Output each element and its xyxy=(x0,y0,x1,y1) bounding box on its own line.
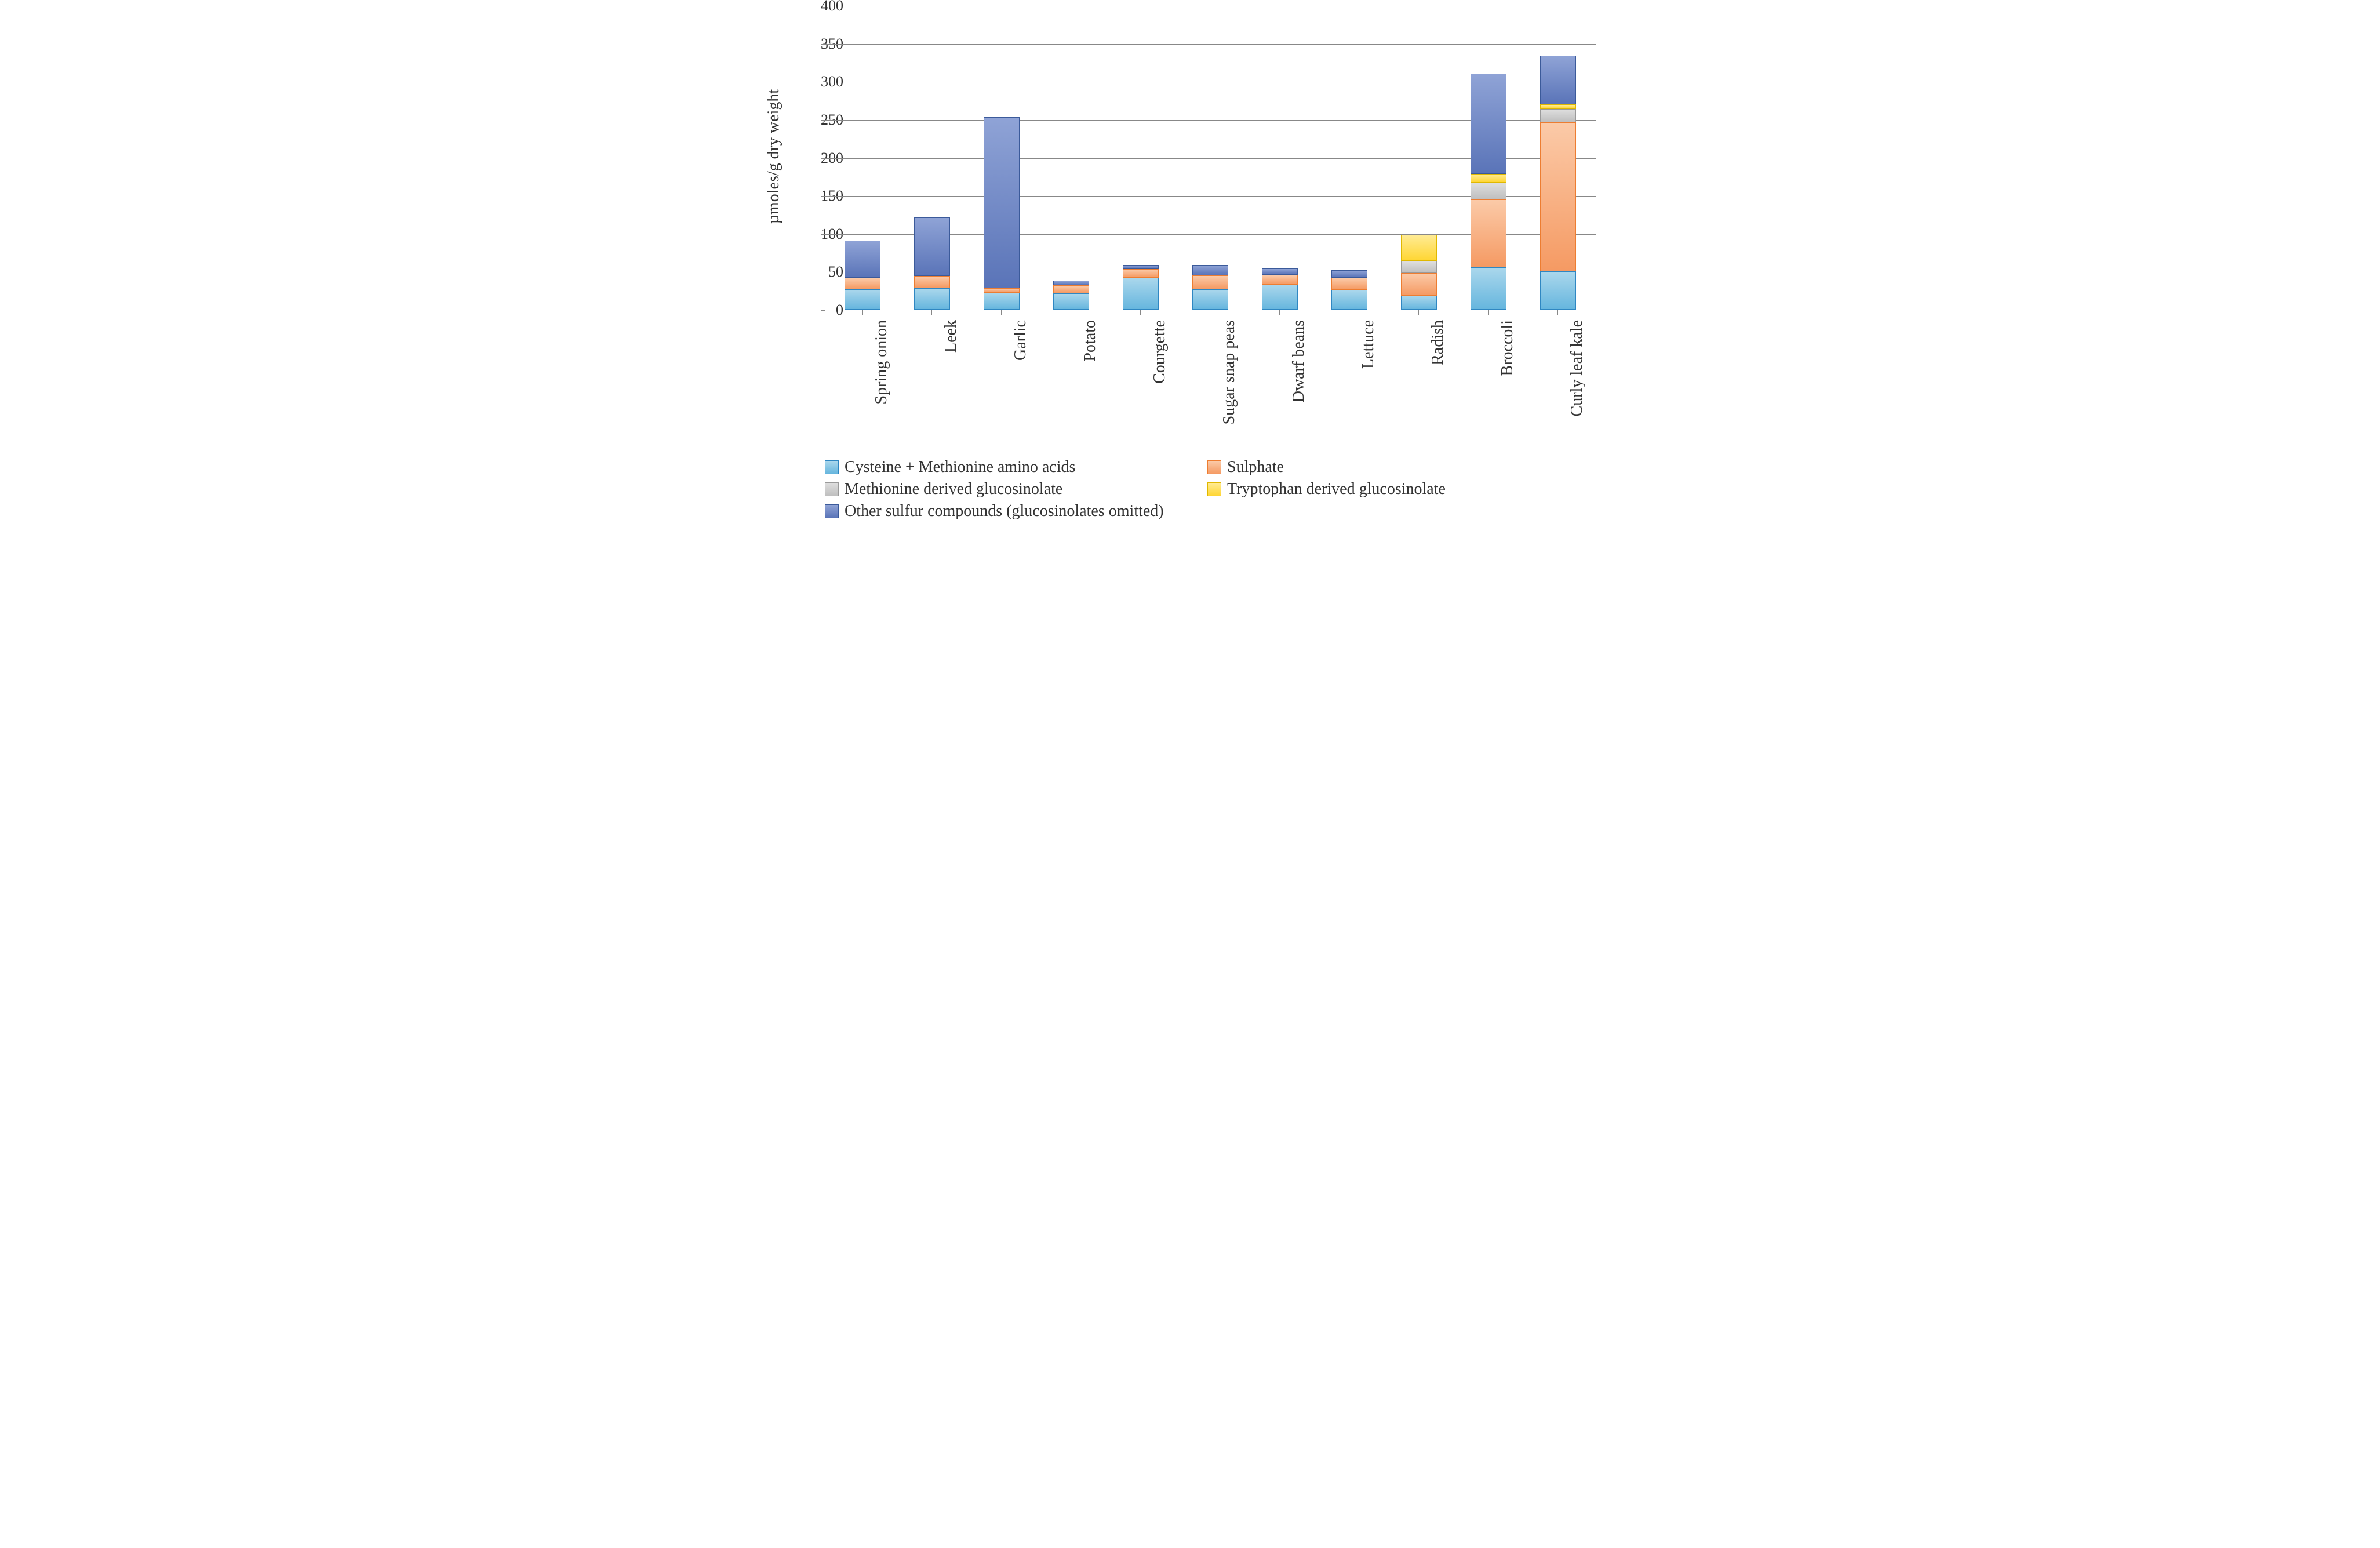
plot-area xyxy=(825,6,1596,310)
bars-container xyxy=(825,6,1596,310)
legend-item: Sulphate xyxy=(1207,458,1590,477)
category-tick xyxy=(1140,310,1141,315)
category-label: Lettuce xyxy=(1359,320,1378,369)
bar-segment-met_glucosinolate xyxy=(1401,261,1437,273)
bar-segment-cys_met_aa xyxy=(1262,285,1298,310)
legend-label: Cysteine + Methionine amino acids xyxy=(845,458,1075,477)
bar-segment-met_glucosinolate xyxy=(1471,183,1506,199)
category-tick xyxy=(1001,310,1002,315)
legend-label: Tryptophan derived glucosinolate xyxy=(1227,480,1446,499)
bar-segment-other_sulfur xyxy=(1192,265,1228,275)
sulfur-compounds-chart: µmoles/g dry weight 05010015020025030035… xyxy=(761,0,1619,557)
category-tick xyxy=(931,310,932,315)
bar-segment-cys_met_aa xyxy=(1053,293,1089,310)
bar-segment-cys_met_aa xyxy=(845,289,880,310)
y-axis-title: µmoles/g dry weight xyxy=(765,89,783,224)
bar-segment-trp_glucosinolate xyxy=(1471,174,1506,182)
bar-segment-sulphate xyxy=(1192,275,1228,289)
bar-segment-sulphate xyxy=(914,276,950,288)
bar-segment-sulphate xyxy=(1471,199,1506,267)
category-label: Leek xyxy=(942,320,960,353)
category-label: Sugar snap peas xyxy=(1220,320,1239,424)
bar-segment-cys_met_aa xyxy=(984,293,1020,310)
bar-segment-sulphate xyxy=(1262,275,1298,285)
bar-segment-sulphate xyxy=(1401,273,1437,296)
bar-segment-other_sulfur xyxy=(1540,56,1576,104)
legend-swatch xyxy=(825,460,839,474)
bar-segment-sulphate xyxy=(1053,285,1089,293)
bar-segment-trp_glucosinolate xyxy=(1540,104,1576,109)
category-tick xyxy=(1279,310,1280,315)
legend-label: Methionine derived glucosinolate xyxy=(845,480,1062,499)
bar-segment-met_glucosinolate xyxy=(1540,109,1576,123)
bar-segment-other_sulfur xyxy=(1331,270,1367,278)
bar-segment-cys_met_aa xyxy=(1331,290,1367,310)
bar-segment-other_sulfur xyxy=(1471,74,1506,174)
bar-segment-sulphate xyxy=(1123,269,1159,277)
category-tick xyxy=(1418,310,1419,315)
legend-item: Cysteine + Methionine amino acids xyxy=(825,458,1207,477)
legend-swatch xyxy=(825,504,839,518)
y-tick-mark xyxy=(821,234,825,235)
bar-segment-cys_met_aa xyxy=(1192,289,1228,310)
bar-segment-other_sulfur xyxy=(984,117,1020,288)
y-tick-mark xyxy=(821,44,825,45)
legend-item: Tryptophan derived glucosinolate xyxy=(1207,480,1590,499)
category-tick xyxy=(862,310,863,315)
category-label: Radish xyxy=(1429,320,1447,365)
legend-row: Cysteine + Methionine amino acids Sulphat… xyxy=(825,458,1596,524)
y-tick-mark xyxy=(821,310,825,311)
bar-segment-other_sulfur xyxy=(1262,268,1298,275)
category-label: Spring onion xyxy=(872,320,891,404)
category-label: Garlic xyxy=(1011,320,1030,361)
y-tick-mark xyxy=(821,120,825,121)
bar-segment-trp_glucosinolate xyxy=(1401,235,1437,261)
category-tick xyxy=(1488,310,1489,315)
bar-segment-cys_met_aa xyxy=(1123,278,1159,310)
bar-segment-other_sulfur xyxy=(1123,265,1159,270)
legend-swatch xyxy=(1207,482,1221,496)
bar-segment-other_sulfur xyxy=(845,241,880,278)
bar-segment-cys_met_aa xyxy=(914,288,950,310)
y-tick-mark xyxy=(821,158,825,159)
bar-segment-sulphate xyxy=(1540,122,1576,271)
y-tick-mark xyxy=(821,196,825,197)
legend-item: Methionine derived glucosinolate xyxy=(825,480,1207,499)
legend: Cysteine + Methionine amino acids Sulphat… xyxy=(825,458,1596,530)
bar-segment-cys_met_aa xyxy=(1401,296,1437,310)
bar-segment-sulphate xyxy=(984,288,1020,293)
legend-label: Sulphate xyxy=(1227,458,1284,477)
bar-segment-sulphate xyxy=(1331,278,1367,290)
category-label: Curly leaf kale xyxy=(1568,320,1586,416)
bar-segment-cys_met_aa xyxy=(1471,267,1506,310)
legend-item: Other sulfur compounds (glucosinolates o… xyxy=(825,502,1207,521)
category-tick xyxy=(1557,310,1558,315)
category-label: Broccoli xyxy=(1498,320,1517,376)
bar-segment-cys_met_aa xyxy=(1540,271,1576,310)
legend-label: Other sulfur compounds (glucosinolates o… xyxy=(845,502,1164,521)
legend-swatch xyxy=(1207,460,1221,474)
bar-segment-sulphate xyxy=(845,278,880,289)
bar-segment-other_sulfur xyxy=(914,217,950,276)
category-label: Courgette xyxy=(1151,320,1169,384)
legend-swatch xyxy=(825,482,839,496)
category-label: Dwarf beans xyxy=(1290,320,1308,402)
category-label: Potato xyxy=(1081,320,1100,362)
bar-segment-other_sulfur xyxy=(1053,281,1089,285)
